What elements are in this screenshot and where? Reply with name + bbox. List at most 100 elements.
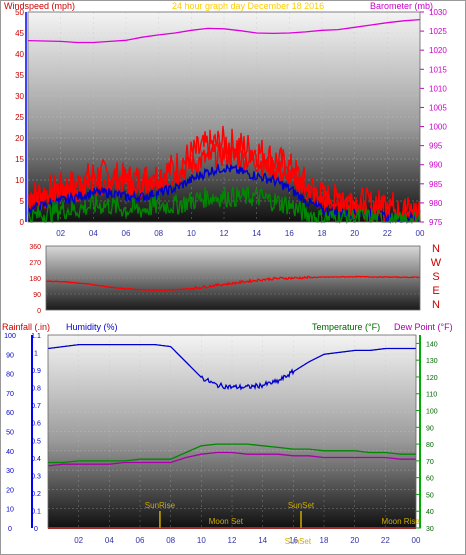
rain-tick-label: 0.2 bbox=[31, 491, 41, 498]
direction-plot-background bbox=[46, 246, 420, 310]
baro-y-tick-label: 1025 bbox=[429, 27, 447, 36]
wind-y-tick-label: 15 bbox=[15, 155, 24, 164]
rain-tick-label: 0.5 bbox=[31, 438, 41, 445]
direction-y-tick-label: 90 bbox=[33, 292, 41, 299]
rain-tick-label: 1.1 bbox=[31, 333, 41, 340]
astro-annotation: SunSet bbox=[285, 537, 312, 546]
baro-y-tick-label: 985 bbox=[429, 180, 443, 189]
humidity-axis-title: Humidity (%) bbox=[66, 322, 118, 332]
wind-y-tick-label: 5 bbox=[20, 197, 25, 206]
rain-tick-label: 0.8 bbox=[31, 386, 41, 393]
wind-x-tick-label: 16 bbox=[285, 229, 294, 238]
barometer-line bbox=[27, 18, 421, 44]
rain-tick-label: 0 bbox=[34, 526, 38, 533]
climate-plot-frame bbox=[47, 334, 417, 529]
wind-y-tick-label: 0 bbox=[20, 218, 25, 227]
baro-y-tick-label: 1020 bbox=[429, 46, 447, 55]
astro-annotation: Moon Set bbox=[209, 517, 244, 526]
astro-annotation: SunSet bbox=[288, 501, 315, 510]
wind-x-tick-label: 14 bbox=[252, 229, 261, 238]
rain-tick-label: 0.1 bbox=[31, 508, 41, 515]
wind-plot-frame bbox=[27, 11, 421, 223]
baro-y-tick-label: 995 bbox=[429, 142, 443, 151]
climate-x-tick-label: 08 bbox=[166, 536, 175, 545]
dewpoint-axis-title: Dew Point (°F) bbox=[394, 322, 453, 332]
wind-y-tick-label: 20 bbox=[15, 134, 24, 143]
windspeed-average-line bbox=[27, 164, 421, 225]
temperature-tick-label: 40 bbox=[426, 509, 434, 516]
baro-y-tick-label: 1015 bbox=[429, 65, 447, 74]
direction-y-tick-label: 360 bbox=[29, 244, 41, 251]
climate-x-tick-label: 22 bbox=[381, 536, 390, 545]
temperature-tick-label: 140 bbox=[426, 341, 438, 348]
wind-y-tick-label: 40 bbox=[15, 50, 24, 59]
temperature-tick-label: 50 bbox=[426, 492, 434, 499]
rain-tick-label: 0.3 bbox=[31, 473, 41, 480]
humidity-tick-label: 20 bbox=[6, 487, 14, 494]
humidity-tick-label: 10 bbox=[6, 507, 14, 514]
compass-label: W bbox=[431, 257, 442, 269]
rainfall-axis-title: Rainfall (.in) bbox=[2, 322, 50, 332]
wind-y-tick-label: 35 bbox=[15, 71, 24, 80]
astro-annotation: Moon Rise bbox=[382, 517, 421, 526]
wind-x-tick-label: 00 bbox=[416, 229, 425, 238]
humidity-line bbox=[47, 343, 416, 391]
humidity-tick-label: 60 bbox=[6, 410, 14, 417]
temperature-tick-label: 90 bbox=[426, 425, 434, 432]
humidity-tick-label: 70 bbox=[6, 391, 14, 398]
climate-x-tick-label: 06 bbox=[136, 536, 145, 545]
wind-x-tick-label: 06 bbox=[122, 229, 131, 238]
wind-x-tick-label: 12 bbox=[220, 229, 229, 238]
compass-label: S bbox=[432, 271, 439, 283]
dewpoint-line bbox=[47, 451, 416, 467]
wind-x-tick-label: 08 bbox=[154, 229, 163, 238]
climate-x-tick-label: 18 bbox=[320, 536, 329, 545]
baro-y-tick-label: 990 bbox=[429, 161, 443, 170]
climate-x-tick-label: 04 bbox=[105, 536, 114, 545]
wind-direction-line bbox=[45, 275, 421, 292]
barometer-axis-title: Barometer (mb) bbox=[370, 1, 433, 11]
wind-y-tick-label: 50 bbox=[15, 8, 24, 17]
climate-x-tick-label: 20 bbox=[350, 536, 359, 545]
temperature-tick-label: 100 bbox=[426, 409, 438, 416]
climate-x-tick-label: 10 bbox=[197, 536, 206, 545]
temperature-axis-title: Temperature (°F) bbox=[312, 322, 380, 332]
climate-x-tick-label: 02 bbox=[74, 536, 83, 545]
astro-annotation: SunRise bbox=[145, 501, 176, 510]
wind-x-tick-label: 10 bbox=[187, 229, 196, 238]
wind-x-tick-label: 02 bbox=[56, 229, 65, 238]
temperature-tick-label: 110 bbox=[426, 392, 437, 399]
humidity-tick-label: 50 bbox=[6, 430, 14, 437]
wind-x-tick-label: 22 bbox=[383, 229, 392, 238]
temperature-line bbox=[48, 443, 416, 464]
wind-y-tick-label: 25 bbox=[15, 113, 24, 122]
compass-label: N bbox=[432, 299, 440, 311]
wind-y-tick-label: 10 bbox=[15, 176, 24, 185]
baro-y-tick-label: 1030 bbox=[429, 8, 447, 17]
climate-x-tick-label: 16 bbox=[289, 536, 298, 545]
compass-label: E bbox=[432, 285, 439, 297]
chart-title: 24 hour graph day December 18 2016 bbox=[172, 1, 324, 11]
baro-y-tick-label: 980 bbox=[429, 199, 443, 208]
rain-tick-label: 0.9 bbox=[31, 368, 41, 375]
rain-tick-label: 0.7 bbox=[31, 403, 41, 410]
wind-axis-title: Windspeed (mph) bbox=[4, 1, 75, 11]
humidity-tick-label: 40 bbox=[6, 449, 14, 456]
wind-x-tick-label: 20 bbox=[350, 229, 359, 238]
rain-tick-label: 1 bbox=[34, 351, 38, 358]
climate-x-tick-label: 12 bbox=[228, 536, 237, 545]
temperature-tick-label: 30 bbox=[426, 526, 434, 533]
humidity-tick-label: 30 bbox=[6, 468, 14, 475]
humidity-tick-label: 100 bbox=[4, 333, 16, 340]
humidity-tick-label: 0 bbox=[8, 526, 12, 533]
direction-y-tick-label: 0 bbox=[37, 308, 41, 315]
rain-tick-label: 0.4 bbox=[31, 456, 41, 463]
wind-x-tick-label: 18 bbox=[318, 229, 327, 238]
temperature-tick-label: 70 bbox=[426, 459, 434, 466]
climate-x-tick-label: 14 bbox=[258, 536, 267, 545]
rain-tick-label: 0.6 bbox=[31, 421, 41, 428]
humidity-tick-label: 80 bbox=[6, 372, 14, 379]
wind-y-tick-label: 45 bbox=[15, 29, 24, 38]
